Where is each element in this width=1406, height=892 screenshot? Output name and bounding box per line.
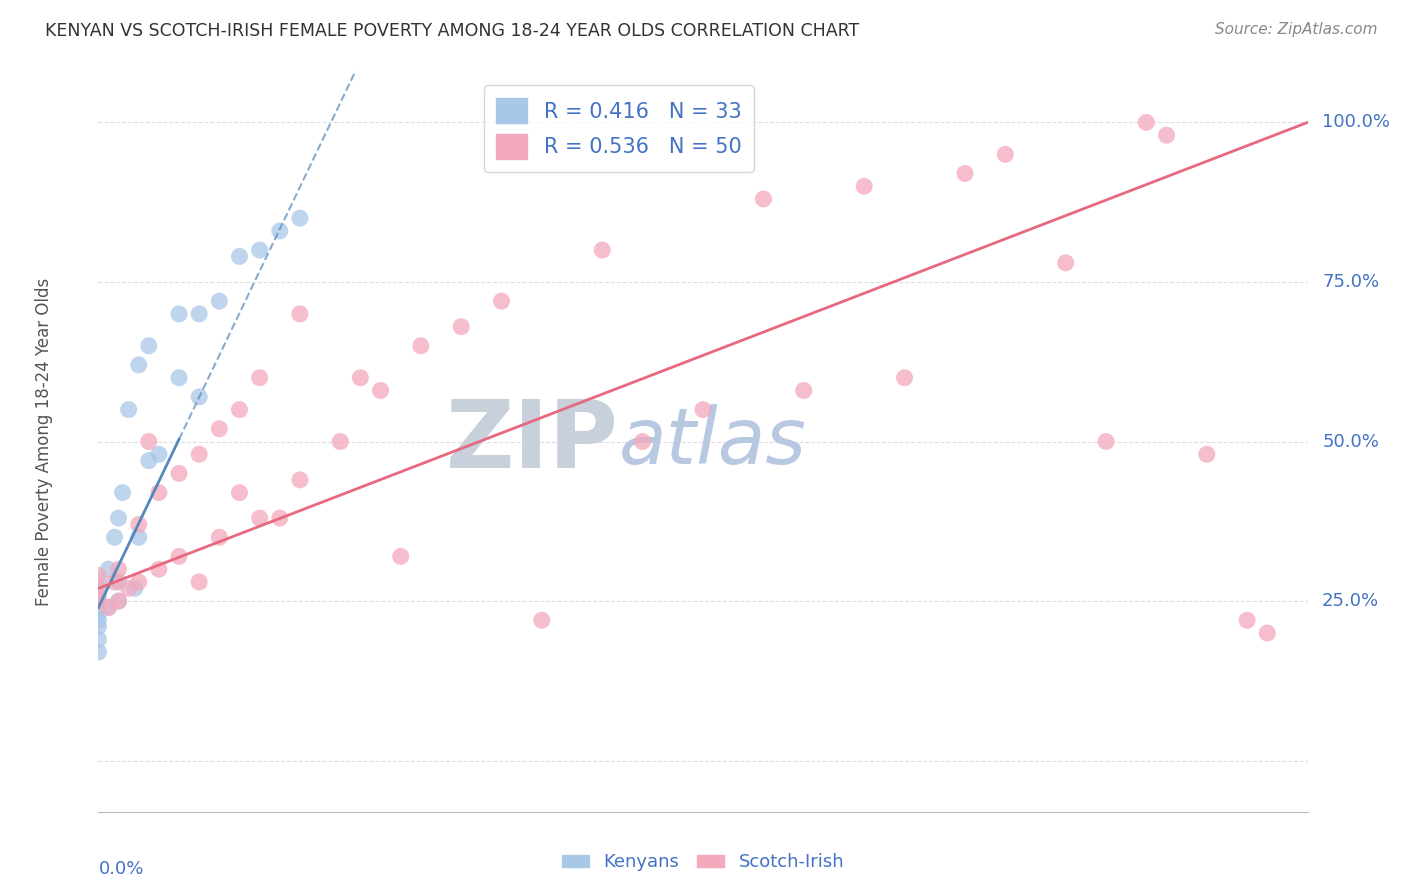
Point	[167, 370, 190, 384]
Point	[87, 568, 110, 582]
Text: Female Poverty Among 18-24 Year Olds: Female Poverty Among 18-24 Year Olds	[35, 277, 53, 606]
Point	[692, 402, 714, 417]
Point	[148, 447, 170, 461]
Point	[107, 594, 129, 608]
Point	[530, 613, 553, 627]
Point	[118, 582, 141, 596]
Point	[148, 485, 170, 500]
Point	[111, 485, 134, 500]
Legend: R = 0.416   N = 33, R = 0.536   N = 50: R = 0.416 N = 33, R = 0.536 N = 50	[484, 86, 755, 172]
Point	[118, 402, 141, 417]
Point	[97, 600, 120, 615]
Text: atlas: atlas	[619, 403, 806, 480]
Point	[128, 517, 150, 532]
Point	[128, 358, 150, 372]
Point	[793, 384, 815, 398]
Text: 0.0%: 0.0%	[98, 860, 143, 878]
Point	[138, 434, 160, 449]
Point	[188, 307, 211, 321]
Point	[103, 530, 125, 544]
Point	[87, 588, 110, 602]
Point	[228, 250, 250, 264]
Point	[87, 607, 110, 621]
Point	[208, 530, 231, 544]
Point	[1156, 128, 1178, 143]
Point	[188, 447, 211, 461]
Point	[1236, 613, 1258, 627]
Point	[288, 307, 311, 321]
Point	[208, 422, 231, 436]
Point	[450, 319, 472, 334]
Point	[249, 370, 271, 384]
Point	[124, 582, 146, 596]
Point	[409, 339, 432, 353]
Point	[329, 434, 352, 449]
Point	[853, 179, 876, 194]
Legend: Kenyans, Scotch-Irish: Kenyans, Scotch-Irish	[554, 847, 852, 879]
Point	[87, 582, 110, 596]
Point	[107, 511, 129, 525]
Point	[167, 307, 190, 321]
Point	[97, 562, 120, 576]
Point	[87, 594, 110, 608]
Point	[138, 453, 160, 467]
Point	[370, 384, 392, 398]
Text: 75.0%: 75.0%	[1322, 273, 1379, 291]
Point	[128, 574, 150, 589]
Point	[87, 594, 110, 608]
Point	[1256, 626, 1278, 640]
Point	[389, 549, 412, 564]
Point	[107, 594, 129, 608]
Point	[87, 613, 110, 627]
Point	[1195, 447, 1218, 461]
Point	[269, 224, 291, 238]
Point	[87, 645, 110, 659]
Point	[288, 211, 311, 226]
Text: ZIP: ZIP	[446, 395, 619, 488]
Point	[188, 574, 211, 589]
Point	[107, 574, 129, 589]
Point	[631, 434, 654, 449]
Point	[249, 511, 271, 525]
Point	[228, 485, 250, 500]
Point	[97, 600, 120, 615]
Point	[128, 530, 150, 544]
Point	[87, 574, 110, 589]
Point	[1135, 115, 1157, 129]
Text: 100.0%: 100.0%	[1322, 113, 1391, 131]
Text: KENYAN VS SCOTCH-IRISH FEMALE POVERTY AMONG 18-24 YEAR OLDS CORRELATION CHART: KENYAN VS SCOTCH-IRISH FEMALE POVERTY AM…	[45, 22, 859, 40]
Point	[87, 632, 110, 647]
Point	[167, 467, 190, 481]
Point	[103, 574, 125, 589]
Point	[87, 619, 110, 633]
Point	[148, 562, 170, 576]
Point	[208, 294, 231, 309]
Text: 25.0%: 25.0%	[1322, 592, 1379, 610]
Point	[491, 294, 513, 309]
Point	[249, 243, 271, 257]
Point	[752, 192, 775, 206]
Point	[349, 370, 371, 384]
Point	[167, 549, 190, 564]
Point	[288, 473, 311, 487]
Point	[1054, 256, 1077, 270]
Point	[188, 390, 211, 404]
Text: 50.0%: 50.0%	[1322, 433, 1379, 450]
Point	[591, 243, 613, 257]
Point	[87, 582, 110, 596]
Text: Source: ZipAtlas.com: Source: ZipAtlas.com	[1215, 22, 1378, 37]
Point	[228, 402, 250, 417]
Point	[1095, 434, 1118, 449]
Point	[138, 339, 160, 353]
Point	[107, 562, 129, 576]
Point	[893, 370, 915, 384]
Point	[953, 166, 976, 180]
Point	[994, 147, 1017, 161]
Point	[87, 600, 110, 615]
Point	[269, 511, 291, 525]
